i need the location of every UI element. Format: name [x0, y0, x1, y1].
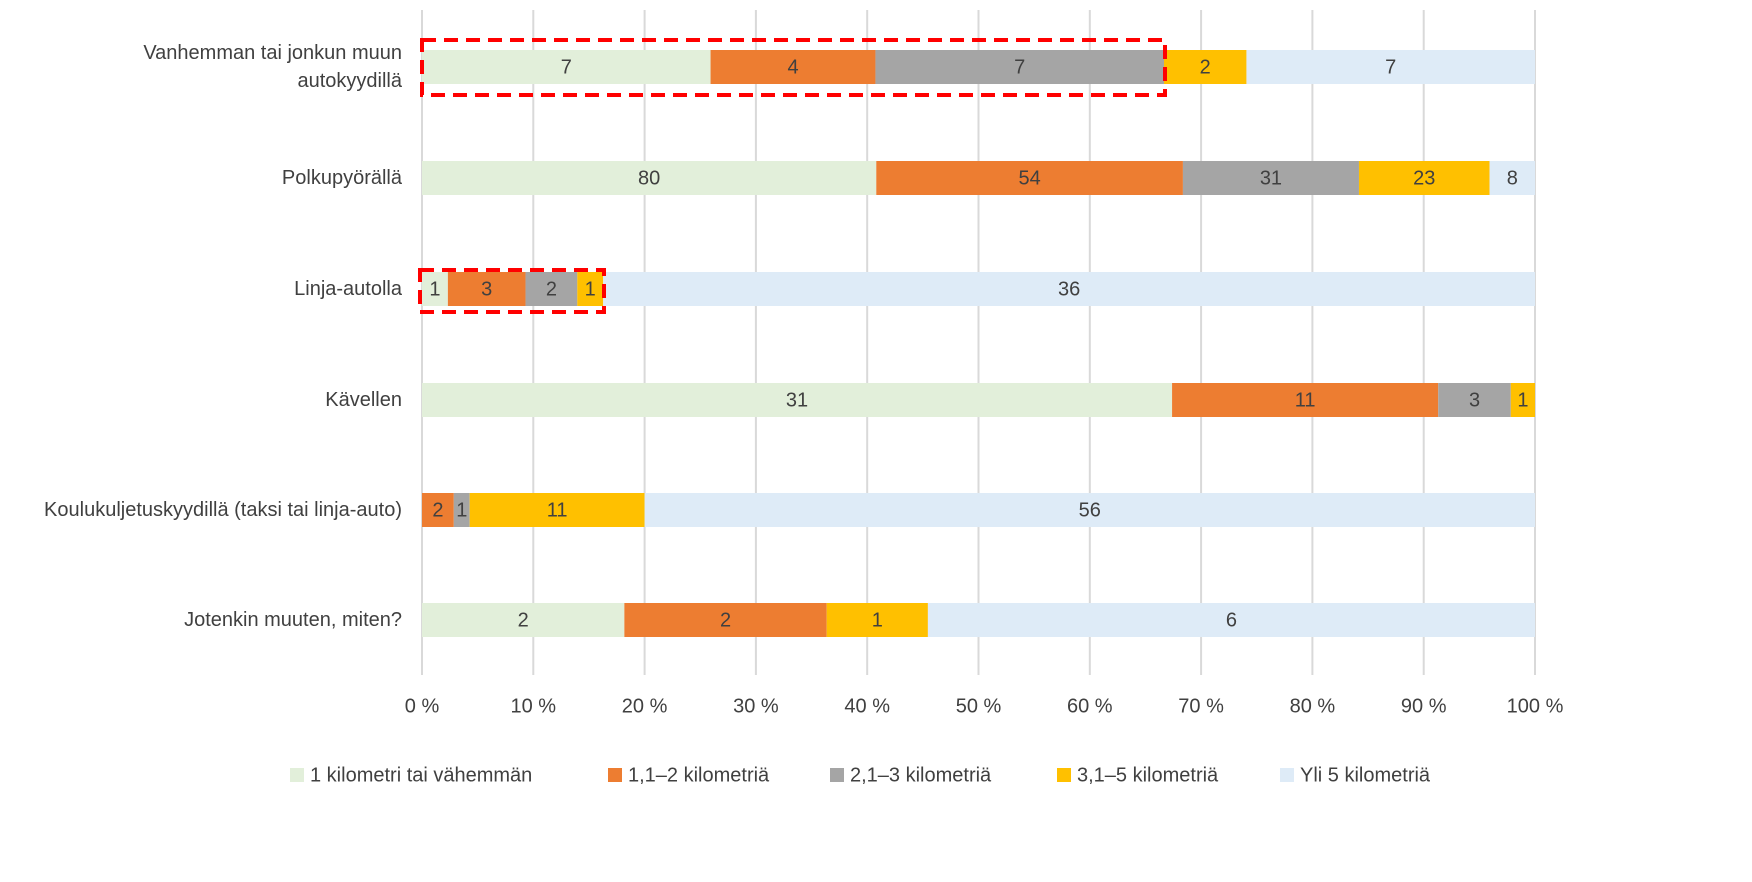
- legend-swatch: [608, 768, 622, 782]
- category-label: Linja-autolla: [294, 278, 402, 300]
- data-label: 2: [518, 609, 529, 631]
- data-label: 1: [456, 499, 467, 521]
- highlight-box: [420, 38, 1167, 97]
- bar-segment: [1182, 161, 1359, 195]
- bar-segment: [1246, 50, 1535, 84]
- legend-label: 1 kilometri tai vähemmän: [310, 764, 532, 786]
- bar-segment: [710, 50, 876, 84]
- legend-label: 1,1–2 kilometriä: [628, 764, 770, 786]
- legend-label: Yli 5 kilometriä: [1300, 764, 1431, 786]
- bar-segment: [1164, 50, 1247, 84]
- bar-segment: [603, 272, 1535, 306]
- bar-segment: [422, 383, 1173, 417]
- bar-segment: [422, 161, 877, 195]
- category-label: Koulukuljetuskyydillä (taksi tai linja-a…: [44, 499, 402, 521]
- data-label: 1: [429, 278, 440, 300]
- data-label: 3: [1469, 389, 1480, 411]
- x-tick-label: 30 %: [733, 695, 779, 717]
- bar-segment: [876, 161, 1183, 195]
- bar-segment: [422, 272, 448, 306]
- bar-segment: [875, 50, 1164, 84]
- data-label: 11: [1295, 389, 1316, 411]
- bar-segment: [422, 50, 711, 84]
- bar-segment: [1438, 383, 1511, 417]
- data-label: 2: [546, 278, 557, 300]
- data-label: 3: [481, 278, 492, 300]
- data-label: 36: [1058, 278, 1080, 300]
- bar-segment: [1489, 161, 1535, 195]
- category-label: Vanhemman tai jonkun muun autokyydillä: [143, 42, 402, 92]
- category-label: Jotenkin muuten, miten?: [184, 609, 402, 631]
- bar-segment: [826, 603, 928, 637]
- bar-segment: [1172, 383, 1439, 417]
- legend-swatch: [290, 768, 304, 782]
- category-label: Polkupyörällä: [281, 167, 402, 189]
- legend-label: 2,1–3 kilometriä: [850, 764, 992, 786]
- bar-segment: [469, 493, 645, 527]
- bar-segment: [453, 493, 470, 527]
- data-label: 31: [786, 389, 808, 411]
- data-label: 7: [1014, 56, 1025, 78]
- bar-segment: [624, 603, 827, 637]
- bar-segment: [644, 493, 1535, 527]
- x-tick-label: 70 %: [1178, 695, 1224, 717]
- data-label: 8: [1507, 167, 1518, 189]
- x-tick-label: 0 %: [405, 695, 440, 717]
- data-label: 31: [1260, 167, 1282, 189]
- x-tick-label: 50 %: [956, 695, 1002, 717]
- data-label: 1: [1517, 389, 1528, 411]
- x-tick-label: 80 %: [1290, 695, 1336, 717]
- x-tick-label: 20 %: [622, 695, 668, 717]
- legend-swatch: [1057, 768, 1071, 782]
- highlight-box: [418, 268, 606, 314]
- bar-segment: [422, 493, 454, 527]
- legend-swatch: [1280, 768, 1294, 782]
- data-label: 2: [1200, 56, 1211, 78]
- data-label: 7: [561, 56, 572, 78]
- legend-swatch: [830, 768, 844, 782]
- data-label: 23: [1413, 167, 1435, 189]
- bar-segment: [525, 272, 578, 306]
- legend-label: 3,1–5 kilometriä: [1077, 764, 1219, 786]
- x-tick-label: 100 %: [1507, 695, 1564, 717]
- bar-segment: [1358, 161, 1490, 195]
- x-tick-label: 10 %: [511, 695, 557, 717]
- data-label: 2: [432, 499, 443, 521]
- data-label: 1: [585, 278, 596, 300]
- data-label: 11: [547, 499, 568, 521]
- category-label: Kävellen: [325, 389, 402, 411]
- data-label: 80: [638, 167, 660, 189]
- data-label: 4: [787, 56, 798, 78]
- data-label: 2: [720, 609, 731, 631]
- data-label: 56: [1079, 499, 1101, 521]
- x-tick-label: 90 %: [1401, 695, 1447, 717]
- data-label: 54: [1018, 167, 1040, 189]
- bar-segment: [1510, 383, 1535, 417]
- bar-segment: [447, 272, 526, 306]
- data-label: 7: [1385, 56, 1396, 78]
- bar-segment: [927, 603, 1535, 637]
- bar-segment: [577, 272, 604, 306]
- bar-segment: [422, 603, 625, 637]
- x-tick-label: 60 %: [1067, 695, 1113, 717]
- x-tick-label: 40 %: [844, 695, 890, 717]
- data-label: 1: [872, 609, 883, 631]
- data-label: 6: [1226, 609, 1237, 631]
